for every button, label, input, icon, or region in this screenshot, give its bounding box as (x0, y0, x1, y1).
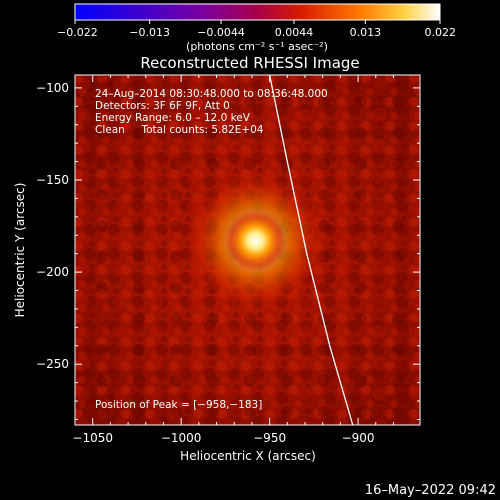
x-tick-label: −950 (253, 431, 286, 445)
y-tick-label: −200 (36, 265, 69, 279)
colorbar-ticks (74, 20, 441, 24)
clean-counts-text: Clean Total counts: 5.82E+04 (95, 124, 264, 136)
colorbar (74, 3, 441, 21)
footer-timestamp: 16–May–2022 09:42 (365, 483, 496, 498)
colorbar-tick-label: 0.013 (350, 26, 382, 39)
time-range-text: 24–Aug–2014 08:30:48.000 to 08:36:48.000 (95, 88, 328, 100)
x-axis-label: Heliocentric X (arcsec) (180, 449, 316, 463)
peak-source (225, 210, 286, 271)
x-tick-label: −1000 (161, 431, 202, 445)
peak-position-text: Position of Peak = [−958,−183] (95, 399, 262, 411)
axis-ticks (75, 75, 420, 425)
x-tick-labels: −1050 −1000 −950 −900 (72, 431, 374, 445)
y-axis-label: Heliocentric Y (arcsec) (13, 183, 27, 318)
x-tick-label: −900 (342, 431, 375, 445)
colorbar-tick-labels: −0.022 −0.013 −0.0044 0.0044 0.013 0.022 (57, 26, 456, 39)
y-tick-label: −250 (36, 357, 69, 371)
chart-title: Reconstructed RHESSI Image (140, 54, 359, 72)
colorbar-tick-label: 0.022 (425, 26, 457, 39)
energy-range-text: Energy Range: 6.0 – 12.0 keV (95, 112, 251, 124)
plot-frame (74, 74, 421, 426)
x-tick-label: −1050 (72, 431, 113, 445)
colorbar-tick-label: −0.013 (129, 26, 170, 39)
solar-limb-curve (268, 75, 354, 425)
image-area (75, 75, 420, 425)
colorbar-unit-label: (photons cm⁻² s⁻¹ asec⁻²) (186, 40, 328, 53)
colorbar-tick-label: −0.0044 (197, 26, 245, 39)
y-tick-labels: −100 −150 −200 −250 (36, 81, 69, 371)
colorbar-tick-label: −0.022 (57, 26, 98, 39)
colorbar-tick-label: 0.0044 (275, 26, 314, 39)
y-tick-label: −100 (36, 81, 69, 95)
detectors-text: Detectors: 3F 6F 9F, Att 0 (95, 100, 230, 112)
y-tick-label: −150 (36, 173, 69, 187)
